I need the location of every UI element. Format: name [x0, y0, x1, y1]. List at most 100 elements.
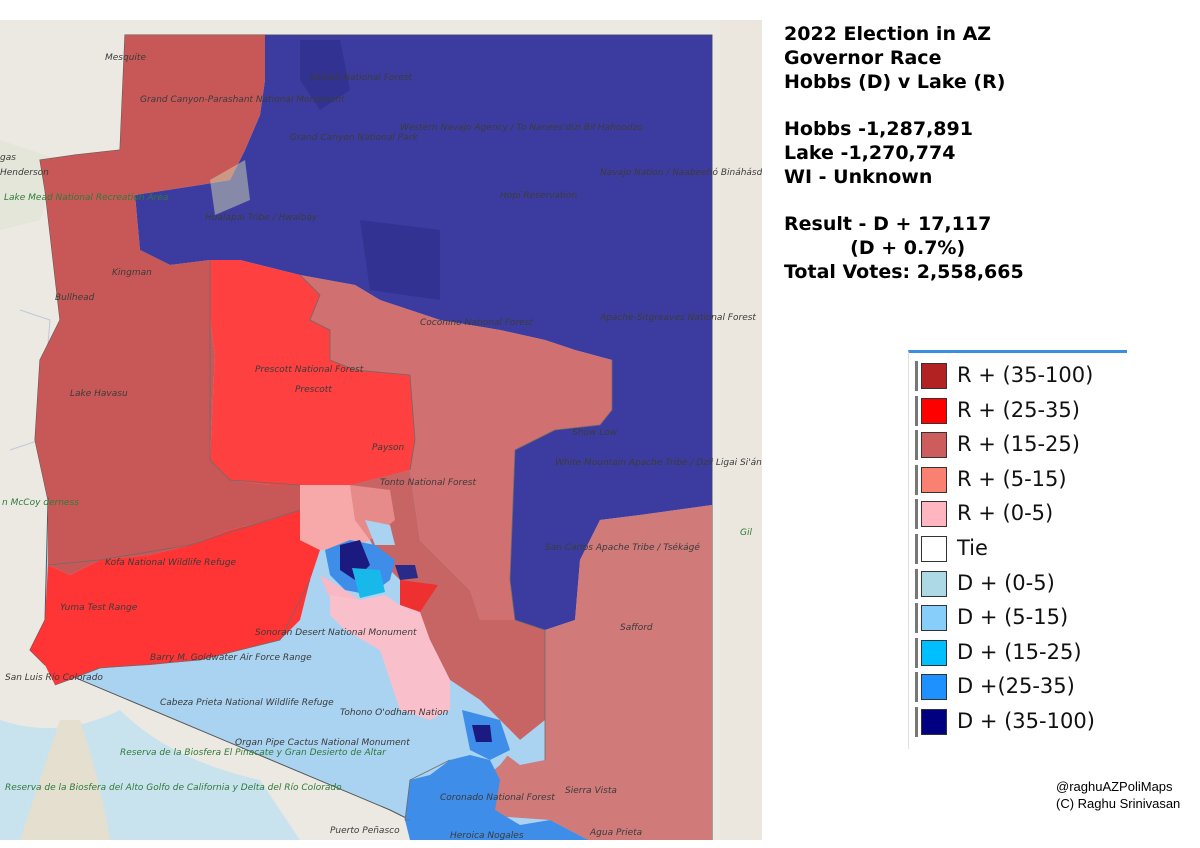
- region-r5-maricopa-north: [300, 485, 370, 550]
- legend-item-marker: [915, 672, 918, 703]
- legend-item: D +(25-35): [915, 670, 1111, 704]
- legend-item: D + (0-5): [915, 567, 1111, 601]
- label-hopi: Hopi Reservation: [500, 191, 577, 201]
- region-r0-west-valley: [320, 575, 360, 605]
- lake-votes: Lake -1,270,774: [784, 142, 956, 164]
- label-coronado: Coronado National Forest: [440, 793, 555, 803]
- label-prescott: Prescott: [295, 385, 332, 395]
- label-hualapai: Hualapai Tribe / Hwalbáy: [205, 213, 318, 223]
- label-western-navajo: Western Navajo Agency / To Nanees'dizi B…: [400, 123, 643, 133]
- legend-item: R + (35-100): [915, 359, 1111, 393]
- region-r25-yuma: [30, 510, 320, 685]
- legend-item-marker: [915, 603, 918, 634]
- legend-item: R + (5-15): [915, 463, 1111, 497]
- region-d35-tempe: [395, 565, 418, 580]
- region-d35-northeast: [135, 35, 712, 630]
- label-sierra-vista: Sierra Vista: [565, 786, 617, 796]
- region-r15-gila: [350, 470, 545, 740]
- label-reserva: Reserva de la Biosfera El Pinacate y Gra…: [120, 748, 387, 758]
- region-r15-central: [300, 275, 612, 620]
- legend-swatch: [921, 536, 947, 562]
- label-kingman: Kingman: [112, 268, 152, 278]
- legend-label: R + (5-15): [957, 466, 1067, 491]
- legend-label: R + (35-100): [957, 363, 1094, 387]
- label-grand-canyon-np: Grand Canyon National Park: [290, 133, 418, 143]
- label-yuma-test: Yuma Test Range: [60, 603, 138, 613]
- district-boundaries: [47, 260, 613, 821]
- label-kaibab: Kaibab National Forest: [310, 73, 412, 83]
- legend-item-marker: [915, 430, 918, 461]
- legend-label: D + (5-15): [957, 605, 1069, 630]
- map-labels: Grand Canyon-Parashant National Monument…: [0, 53, 762, 840]
- label-prescott-nf: Prescott National Forest: [255, 365, 364, 375]
- legend-item: Tie: [915, 532, 1111, 566]
- legend-swatch: [921, 605, 947, 632]
- label-lake-mead: Lake Mead National Recreation Area: [4, 193, 168, 203]
- title-line-1: 2022 Election in AZ: [784, 23, 992, 45]
- legend-swatch: [921, 501, 947, 528]
- region-d25-santa-cruz: [405, 755, 588, 840]
- label-payson: Payson: [372, 443, 404, 453]
- label-bullhead: Bullhead: [55, 293, 95, 303]
- legend-label: R + (0-5): [957, 501, 1054, 526]
- title-line-3: Hobbs (D) v Lake (R): [784, 71, 1006, 93]
- legend-swatch: [921, 709, 947, 735]
- legend-label: D +(25-35): [957, 674, 1075, 699]
- label-mesquite: Mesquite: [105, 53, 146, 63]
- region-d15-phoenix: [352, 568, 385, 598]
- legend-label: R + (15-25): [957, 432, 1080, 457]
- label-henderson: Henderson: [0, 168, 49, 178]
- legend-item: R + (15-25): [915, 428, 1111, 462]
- write-in-votes: WI - Unknown: [784, 166, 933, 188]
- label-coconino: Coconino National Forest: [420, 318, 533, 328]
- legend-swatch: [921, 639, 947, 666]
- legend-swatch: [921, 466, 947, 493]
- label-las-vegas: gas: [0, 153, 16, 163]
- legend-swatch: [921, 570, 947, 597]
- legend-item-marker: [915, 534, 918, 564]
- credit-handle: @raghuAZPoliMaps: [1056, 779, 1173, 794]
- legend-item: D + (35-100): [915, 705, 1111, 739]
- label-kofa: Kofa National Wildlife Refuge: [105, 558, 237, 568]
- label-navajo-nation: Navajo Nation / Naabeehó Bináhásdzo: [600, 167, 762, 178]
- legend-item-marker: [915, 464, 918, 495]
- legend-swatch: [921, 397, 947, 424]
- legend-swatch: [921, 432, 947, 459]
- label-safford: Safford: [620, 623, 653, 633]
- region-d35-tucson-core: [472, 725, 492, 742]
- label-heroica-nogales: Heroica Nogales: [450, 831, 524, 840]
- region-dark-patch-flagstaff: [360, 220, 440, 300]
- arizona-election-map: Grand Canyon-Parashant National Monument…: [0, 20, 762, 840]
- label-sonoran: Sonoran Desert National Monument: [255, 628, 417, 638]
- hobbs-votes: Hobbs -1,287,891: [784, 118, 973, 140]
- title-line-2: Governor Race: [784, 47, 942, 69]
- label-san-luis: San Luis Río Colorado: [5, 673, 103, 683]
- basemap-land-sonora: [20, 720, 110, 840]
- legend-label: R + (25-35): [957, 397, 1080, 422]
- legend-panel: R + (35-100) R + (25-35) R + (15-25) R + (5…: [908, 350, 1127, 749]
- legend-swatch: [921, 674, 947, 701]
- region-hualapai-patch: [210, 160, 250, 215]
- label-san-carlos: San Carlos Apache Tribe / Tsékágé: [545, 542, 700, 553]
- legend-item-marker: [915, 499, 918, 530]
- label-puerto-penasco: Puerto Peñasco: [330, 826, 400, 836]
- region-r25-east-valley: [400, 580, 438, 612]
- label-mccoy: n McCoy derness: [2, 498, 79, 508]
- credit-copyright: (C) Raghu Srinivasan: [1056, 796, 1181, 811]
- legend-item-marker: [915, 395, 918, 426]
- legend-swatch: [921, 363, 947, 389]
- label-grand-canyon-parashant: Grand Canyon-Parashant National Monument: [140, 95, 345, 105]
- legend-label: D + (0-5): [957, 570, 1055, 595]
- label-tohono: Tohono O'odham Nation: [340, 708, 449, 718]
- legend-label: Tie: [957, 536, 988, 560]
- legend-item: R + (0-5): [915, 497, 1111, 531]
- election-summary: 2022 Election in AZ Governor Race Hobbs …: [784, 22, 1184, 284]
- result-margin: Result - D + 17,117: [784, 213, 992, 235]
- legend-label: D + (35-100): [957, 709, 1095, 733]
- region-d0-phoenix-north: [365, 520, 395, 545]
- label-agua-prieta: Agua Prieta: [589, 828, 642, 838]
- region-r0-pinal: [330, 595, 450, 720]
- label-tonto: Tonto National Forest: [380, 478, 476, 488]
- legend-label: D + (15-25): [957, 639, 1082, 664]
- legend-item-marker: [915, 637, 918, 668]
